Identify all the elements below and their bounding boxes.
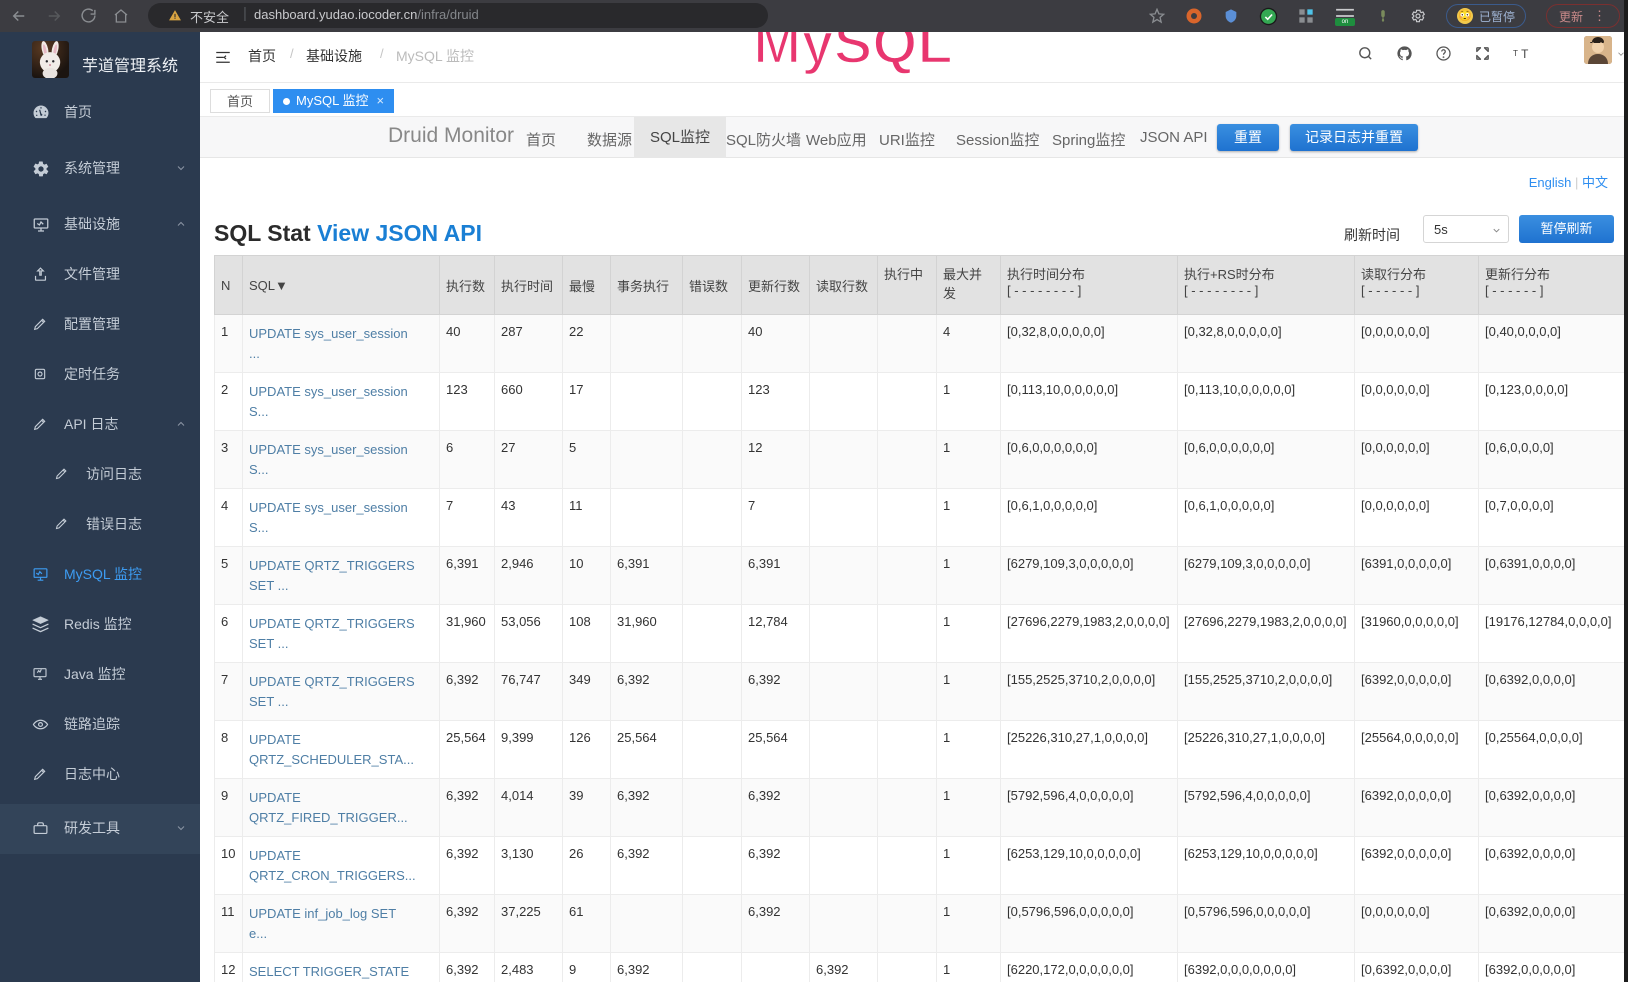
svg-text:T: T: [1521, 47, 1528, 61]
svg-text:T: T: [1513, 49, 1518, 58]
